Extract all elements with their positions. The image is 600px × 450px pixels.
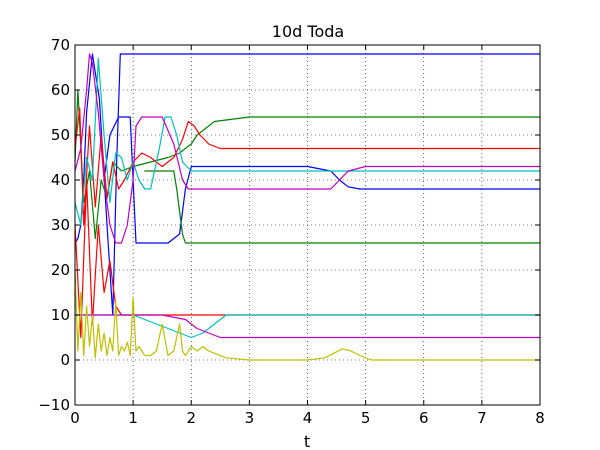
- series-line-red-4: [74, 107, 541, 226]
- series-line-magenta-9: [74, 314, 541, 339]
- x-tick-label: 8: [535, 409, 545, 427]
- x-axis-label: t: [304, 432, 310, 450]
- series-line-cyan-6: [74, 57, 541, 226]
- y-tick-label: 70: [51, 36, 70, 54]
- y-tick-label: −10: [38, 396, 70, 414]
- series-line-green-2: [74, 89, 541, 240]
- x-tick-label: 0: [70, 409, 80, 427]
- x-tick-label: 1: [128, 409, 138, 427]
- series-line-yellow-10: [74, 269, 541, 361]
- series-line-blue-1: [103, 116, 541, 244]
- series-group: [74, 53, 541, 361]
- y-tick-label: 0: [60, 351, 70, 369]
- y-tick-label: 30: [51, 216, 70, 234]
- y-tick-label: 20: [51, 261, 70, 279]
- y-tick-label: 60: [51, 81, 70, 99]
- y-tick-label: 50: [51, 126, 70, 144]
- x-tick-label: 3: [245, 409, 255, 427]
- x-tick-label: 5: [361, 409, 371, 427]
- chart-title: 10d Toda: [272, 22, 344, 41]
- x-tick-label: 7: [477, 409, 487, 427]
- y-tick-label: 10: [51, 306, 70, 324]
- series-line-magenta-8: [74, 53, 541, 244]
- x-tick-label: 4: [303, 409, 313, 427]
- x-tick-label: 2: [186, 409, 196, 427]
- series-line-red-5: [74, 179, 541, 339]
- y-tick-label: 40: [51, 171, 70, 189]
- x-tick-label: 6: [419, 409, 429, 427]
- series-line-green-3: [144, 170, 541, 244]
